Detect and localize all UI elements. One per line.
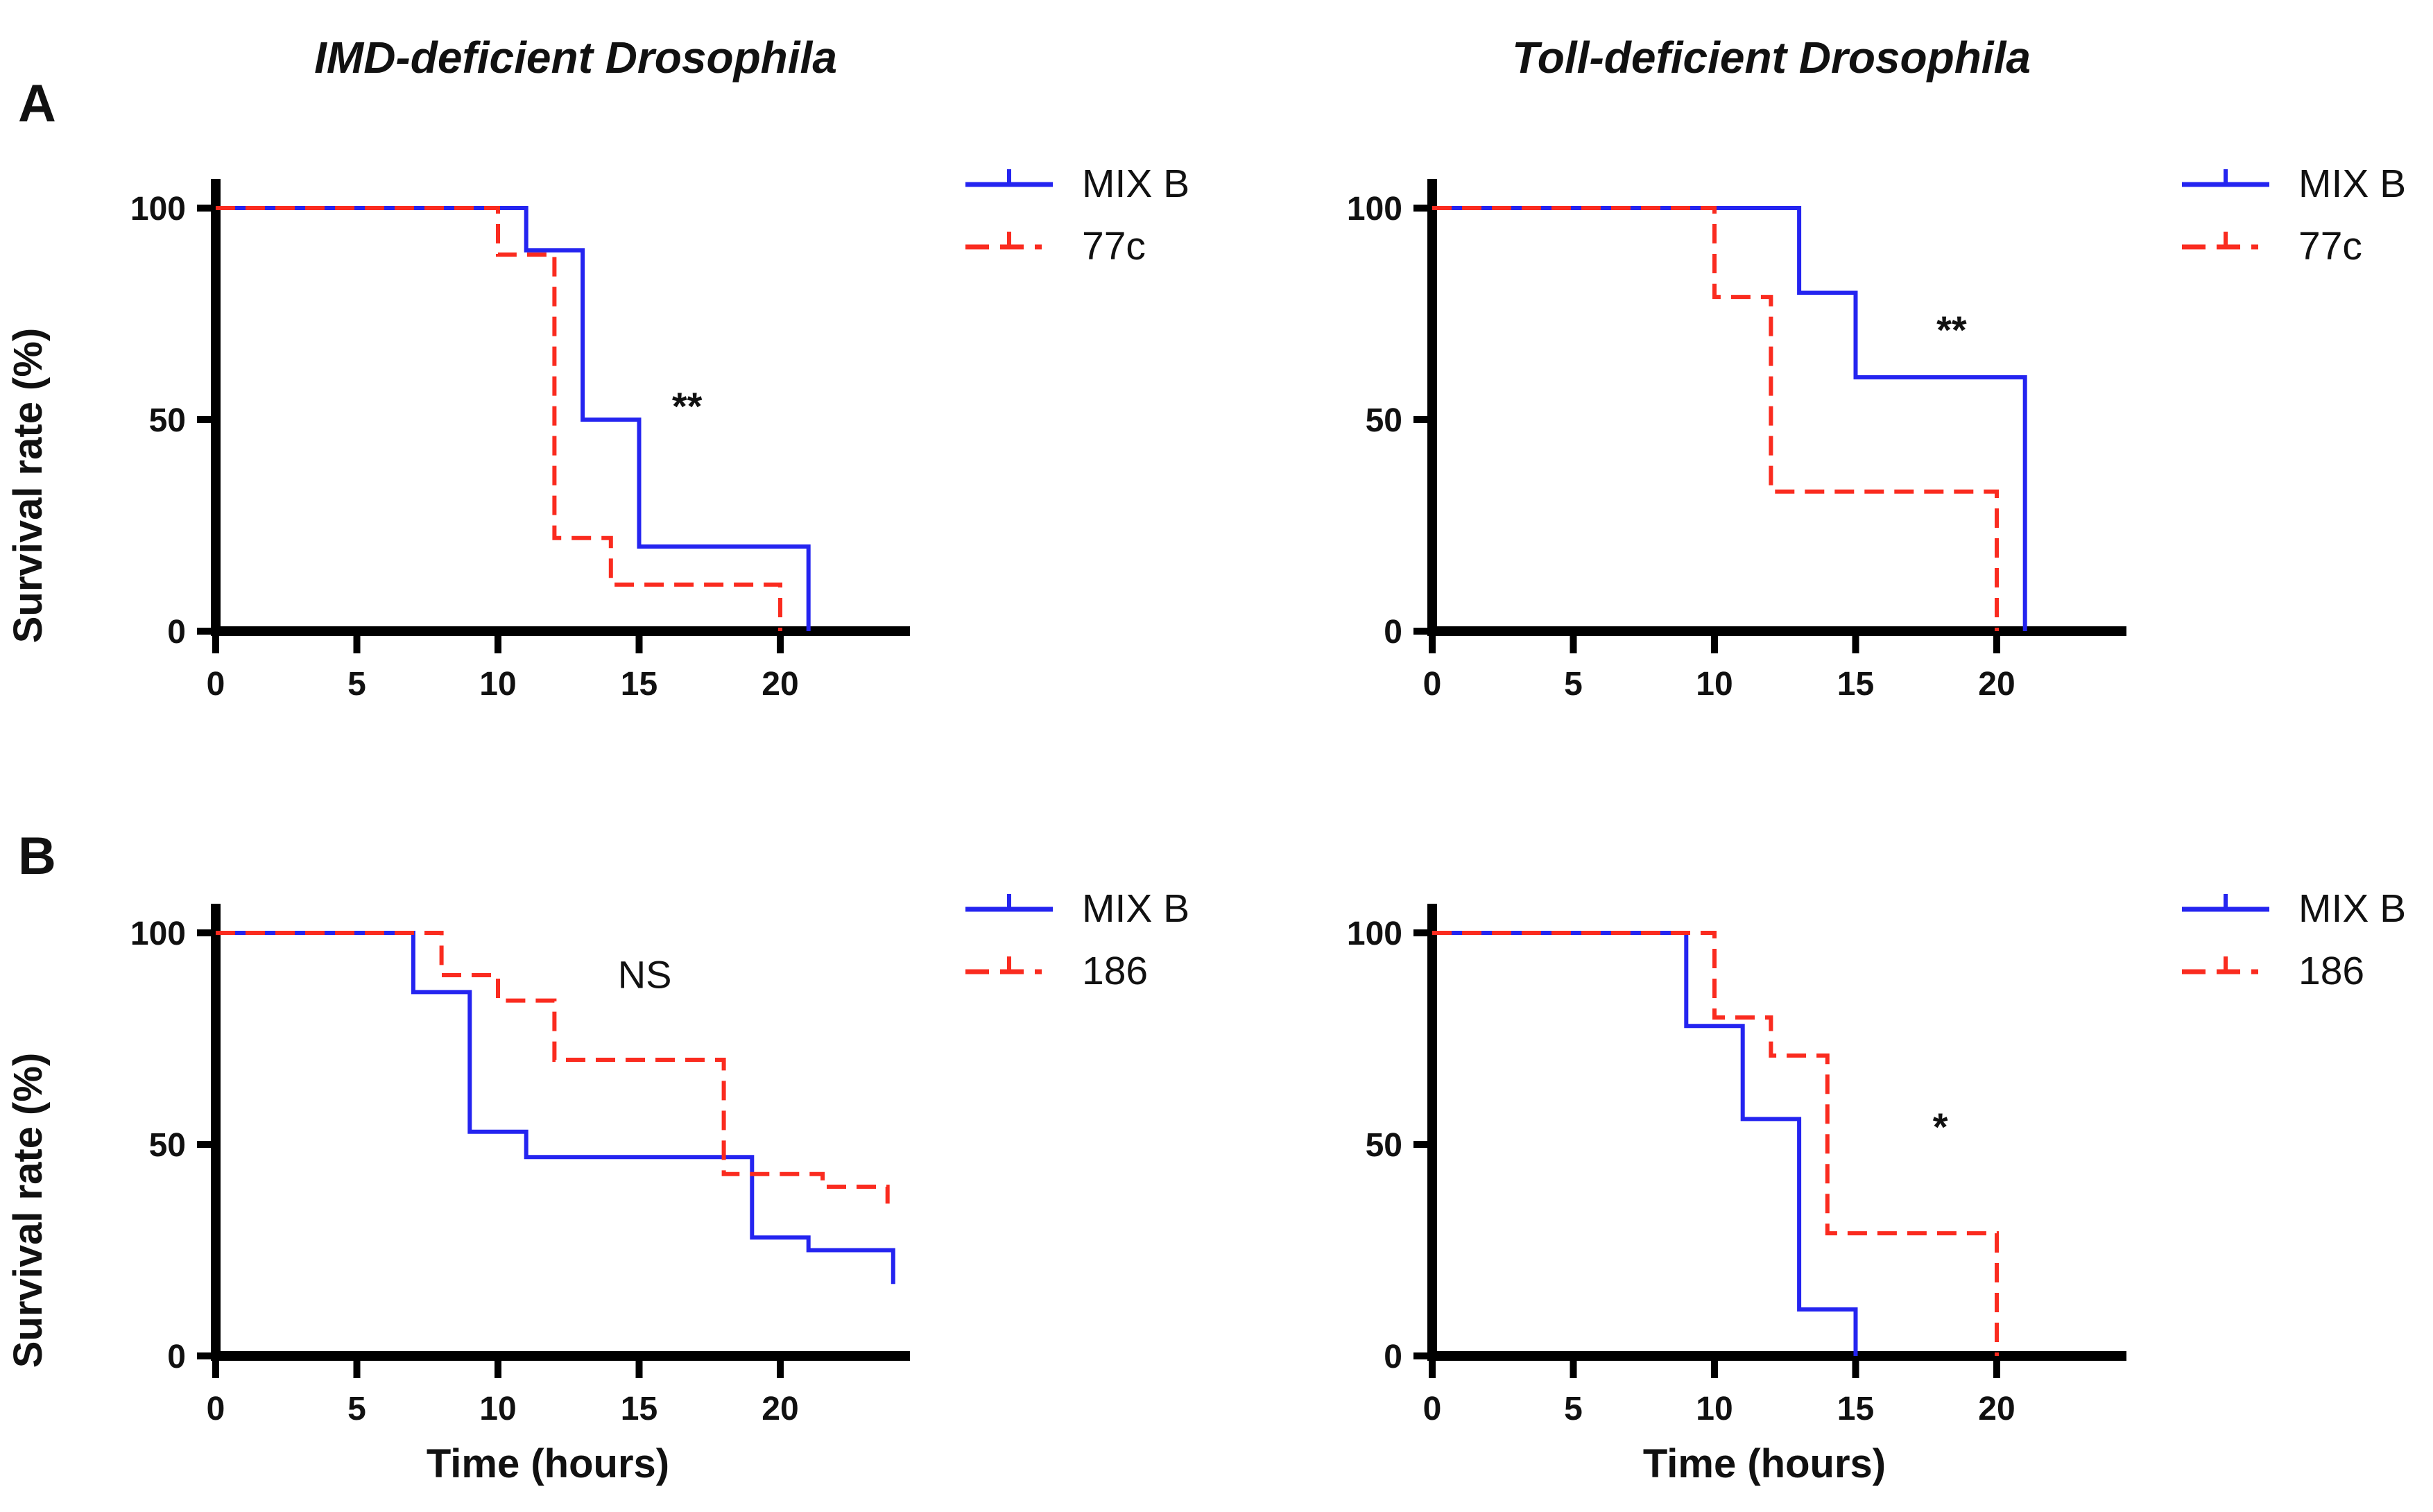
y-tick-label: 0: [1384, 614, 1402, 651]
survival-curve-mix-b: [1432, 206, 2027, 631]
y-axis-label: Survival rate (%): [6, 328, 51, 644]
y-axis-label: Survival rate (%): [6, 1053, 51, 1368]
panel-b-imd-chart: B Survival rate (%) Time (hours) MIX B 1…: [0, 725, 1216, 1512]
x-tick-label: 10: [1696, 1391, 1733, 1427]
x-axis-label: Time (hours): [1643, 1441, 1886, 1486]
survival-curve-77c: [216, 206, 782, 631]
survival-curve-186: [216, 931, 890, 1204]
x-tick-label: 20: [1978, 666, 2015, 703]
significance-label: **: [1936, 308, 1967, 352]
kaplan-meier-plot-b-right: Time (hours) MIX B 186 0 5 10 15 20 0 50 100 *: [1347, 886, 2406, 1486]
x-tick-label: 0: [1423, 1391, 1442, 1427]
x-tick-label: 0: [1423, 666, 1442, 703]
x-tick-label: 5: [347, 666, 366, 703]
x-tick-label: 10: [479, 1391, 516, 1427]
x-tick-label: 15: [1837, 666, 1874, 703]
legend-label-77c: 77c: [2298, 224, 2362, 268]
legend-label-186: 186: [1082, 949, 1148, 993]
x-tick-label: 5: [1564, 1391, 1583, 1427]
kaplan-meier-plot-a-left: A IMD-deficient Drosophila Survival rate…: [6, 33, 1189, 703]
survival-curve-186: [1432, 931, 1999, 1356]
x-tick-label: 5: [347, 1391, 366, 1427]
panel-a-imd-chart: A IMD-deficient Drosophila Survival rate…: [0, 0, 1216, 725]
legend-label-77c: 77c: [1082, 224, 1146, 268]
survival-curve-mix-b: [1432, 931, 1858, 1356]
x-tick-label: 15: [621, 666, 657, 703]
y-tick-label: 0: [167, 614, 186, 651]
x-tick-label: 20: [762, 666, 798, 703]
chart-title-imd: IMD-deficient Drosophila: [314, 33, 837, 83]
survival-curve-mix-b: [216, 931, 895, 1285]
x-tick-label: 15: [1837, 1391, 1874, 1427]
significance-label: **: [672, 384, 703, 428]
survival-curve-77c: [1432, 206, 1999, 631]
panel-a-toll-chart: Toll-deficient Drosophila MIX B 77c 0 5 10…: [1216, 0, 2433, 725]
y-tick-label: 0: [1384, 1339, 1402, 1375]
y-tick-label: 50: [1366, 1127, 1402, 1164]
panel-b-toll-chart: Time (hours) MIX B 186 0 5 10 15 20 0 50 100 *: [1216, 725, 2433, 1512]
kaplan-meier-plot-b-left: B Survival rate (%) Time (hours) MIX B 1…: [6, 827, 1189, 1486]
y-tick-label: 100: [1347, 191, 1402, 227]
x-tick-label: 10: [1696, 666, 1733, 703]
y-tick-label: 50: [1366, 402, 1402, 439]
panel-label-a: A: [18, 74, 56, 133]
y-tick-label: 50: [149, 1127, 186, 1164]
legend-label-mix-b: MIX B: [1082, 886, 1189, 931]
significance-label: NS: [618, 952, 672, 996]
y-tick-label: 100: [1347, 916, 1402, 952]
legend-label-mix-b: MIX B: [2298, 162, 2406, 206]
x-tick-label: 20: [762, 1391, 798, 1427]
survival-curve-mix-b: [216, 206, 811, 631]
y-tick-label: 100: [130, 916, 186, 952]
x-axis-label: Time (hours): [427, 1441, 669, 1486]
legend-label-mix-b: MIX B: [1082, 162, 1189, 206]
x-tick-label: 20: [1978, 1391, 2015, 1427]
chart-title-toll: Toll-deficient Drosophila: [1512, 33, 2031, 83]
significance-label: *: [1933, 1105, 1948, 1149]
kaplan-meier-plot-a-right: Toll-deficient Drosophila MIX B 77c 0 5 10…: [1347, 33, 2406, 703]
x-tick-label: 0: [207, 1391, 225, 1427]
legend-label-186: 186: [2298, 949, 2364, 993]
x-tick-label: 0: [207, 666, 225, 703]
y-tick-label: 0: [167, 1339, 186, 1375]
y-tick-label: 50: [149, 402, 186, 439]
panel-label-b: B: [18, 827, 56, 886]
legend-label-mix-b: MIX B: [2298, 886, 2406, 931]
x-tick-label: 15: [621, 1391, 657, 1427]
x-tick-label: 5: [1564, 666, 1583, 703]
y-tick-label: 100: [130, 191, 186, 227]
x-tick-label: 10: [479, 666, 516, 703]
